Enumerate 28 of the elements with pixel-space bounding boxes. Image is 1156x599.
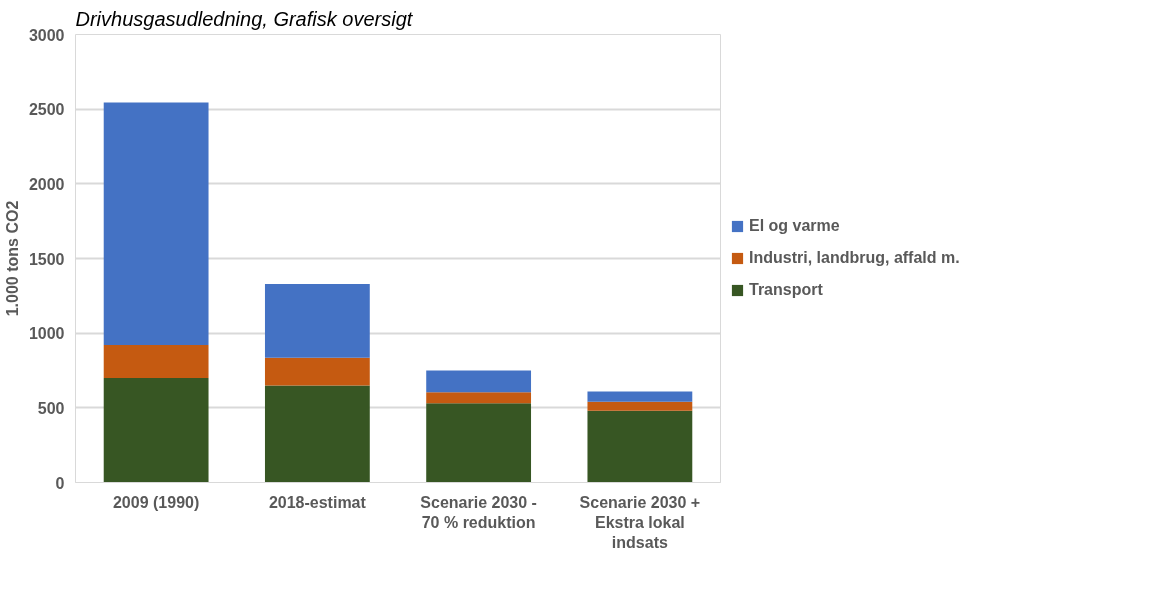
y-tick-label: 3000 bbox=[28, 26, 65, 44]
bar bbox=[103, 345, 209, 378]
x-tick-label: 2018-estimat bbox=[268, 493, 367, 511]
y-tick-label: 1500 bbox=[28, 250, 65, 268]
bar bbox=[587, 401, 693, 411]
y-tick-label: 500 bbox=[37, 399, 65, 417]
x-tick-label: Scenarie 2030 + Ekstra lokal indsats bbox=[579, 493, 701, 552]
bar bbox=[426, 370, 532, 393]
y-tick-label: 0 bbox=[55, 474, 65, 492]
x-tick-label: Scenarie 2030 - 70 % reduktion bbox=[420, 493, 537, 531]
legend-label: Industri, landbrug, affald m. bbox=[749, 249, 960, 267]
bar bbox=[587, 391, 693, 402]
bar bbox=[426, 403, 532, 483]
bar bbox=[426, 392, 532, 404]
legend-label: Transport bbox=[749, 281, 823, 299]
bar bbox=[587, 410, 693, 483]
bar bbox=[103, 102, 209, 346]
bar bbox=[103, 377, 209, 483]
bar bbox=[264, 385, 370, 483]
chart-title: Drivhusgasudledning, Grafisk oversigt bbox=[75, 7, 414, 30]
y-tick-label: 1000 bbox=[28, 325, 65, 343]
y-tick-label: 2500 bbox=[28, 101, 65, 119]
legend-label: El og varme bbox=[749, 217, 840, 235]
bar bbox=[264, 357, 370, 386]
x-tick-label: 2009 (1990) bbox=[112, 493, 200, 511]
y-tick-label: 2000 bbox=[28, 175, 65, 193]
bar bbox=[264, 283, 370, 358]
y-axis-title: 1.000 tons CO2 bbox=[3, 200, 21, 317]
